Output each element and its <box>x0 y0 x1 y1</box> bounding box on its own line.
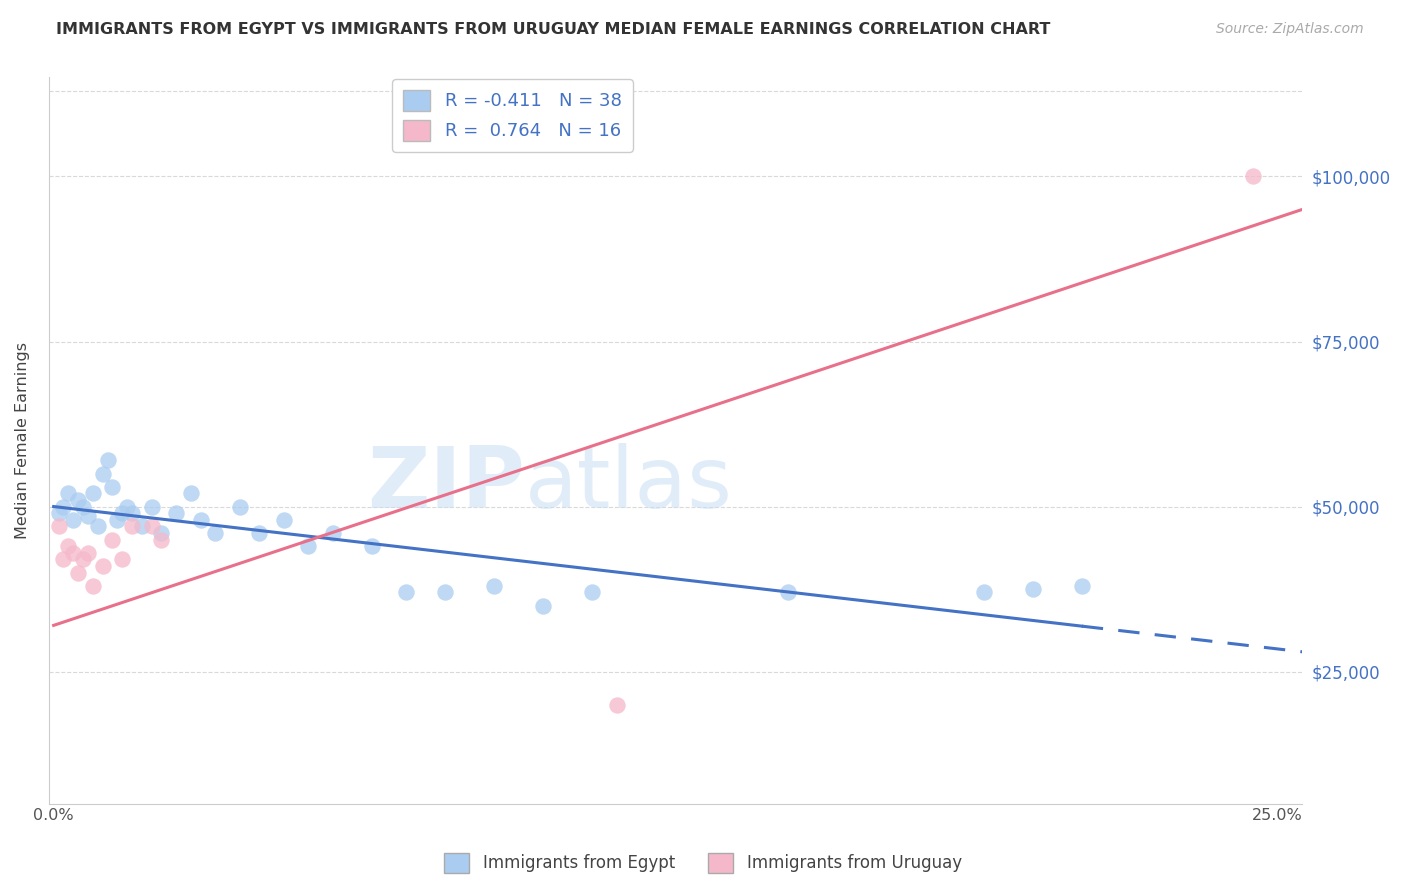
Point <box>141 519 163 533</box>
Point <box>204 525 226 540</box>
Point <box>101 480 124 494</box>
Point <box>531 599 554 613</box>
Point <box>121 506 143 520</box>
Point <box>52 552 75 566</box>
Point <box>1070 579 1092 593</box>
Point <box>150 525 173 540</box>
Point <box>484 579 506 593</box>
Text: Source: ZipAtlas.com: Source: ZipAtlas.com <box>1216 22 1364 37</box>
Point <box>150 533 173 547</box>
Y-axis label: Median Female Earnings: Median Female Earnings <box>15 342 30 539</box>
Point <box>111 552 134 566</box>
Point <box>247 525 270 540</box>
Point <box>273 513 295 527</box>
Point <box>101 533 124 547</box>
Point <box>395 585 418 599</box>
Point <box>606 698 628 712</box>
Point <box>72 500 94 514</box>
Point <box>973 585 995 599</box>
Point <box>322 525 344 540</box>
Point <box>180 486 202 500</box>
Point <box>105 513 128 527</box>
Point <box>165 506 187 520</box>
Legend: R = -0.411   N = 38, R =  0.764   N = 16: R = -0.411 N = 38, R = 0.764 N = 16 <box>392 79 633 152</box>
Point <box>82 486 104 500</box>
Point <box>1241 169 1264 184</box>
Point <box>190 513 212 527</box>
Point <box>361 539 384 553</box>
Point <box>67 566 90 580</box>
Point <box>58 486 80 500</box>
Point <box>91 467 114 481</box>
Point <box>228 500 250 514</box>
Point <box>141 500 163 514</box>
Point <box>58 539 80 553</box>
Point <box>111 506 134 520</box>
Text: ZIP: ZIP <box>367 442 524 525</box>
Text: IMMIGRANTS FROM EGYPT VS IMMIGRANTS FROM URUGUAY MEDIAN FEMALE EARNINGS CORRELAT: IMMIGRANTS FROM EGYPT VS IMMIGRANTS FROM… <box>56 22 1050 37</box>
Text: atlas: atlas <box>524 442 733 525</box>
Point <box>776 585 799 599</box>
Point <box>77 509 100 524</box>
Point <box>131 519 153 533</box>
Point <box>434 585 457 599</box>
Point <box>96 453 118 467</box>
Point <box>62 513 84 527</box>
Point <box>121 519 143 533</box>
Legend: Immigrants from Egypt, Immigrants from Uruguay: Immigrants from Egypt, Immigrants from U… <box>437 847 969 880</box>
Point <box>86 519 108 533</box>
Point <box>52 500 75 514</box>
Point <box>82 579 104 593</box>
Point <box>67 492 90 507</box>
Point <box>77 546 100 560</box>
Point <box>297 539 319 553</box>
Point <box>1022 582 1045 596</box>
Point <box>581 585 603 599</box>
Point <box>62 546 84 560</box>
Point <box>48 519 70 533</box>
Point <box>115 500 138 514</box>
Point <box>91 558 114 573</box>
Point <box>48 506 70 520</box>
Point <box>72 552 94 566</box>
